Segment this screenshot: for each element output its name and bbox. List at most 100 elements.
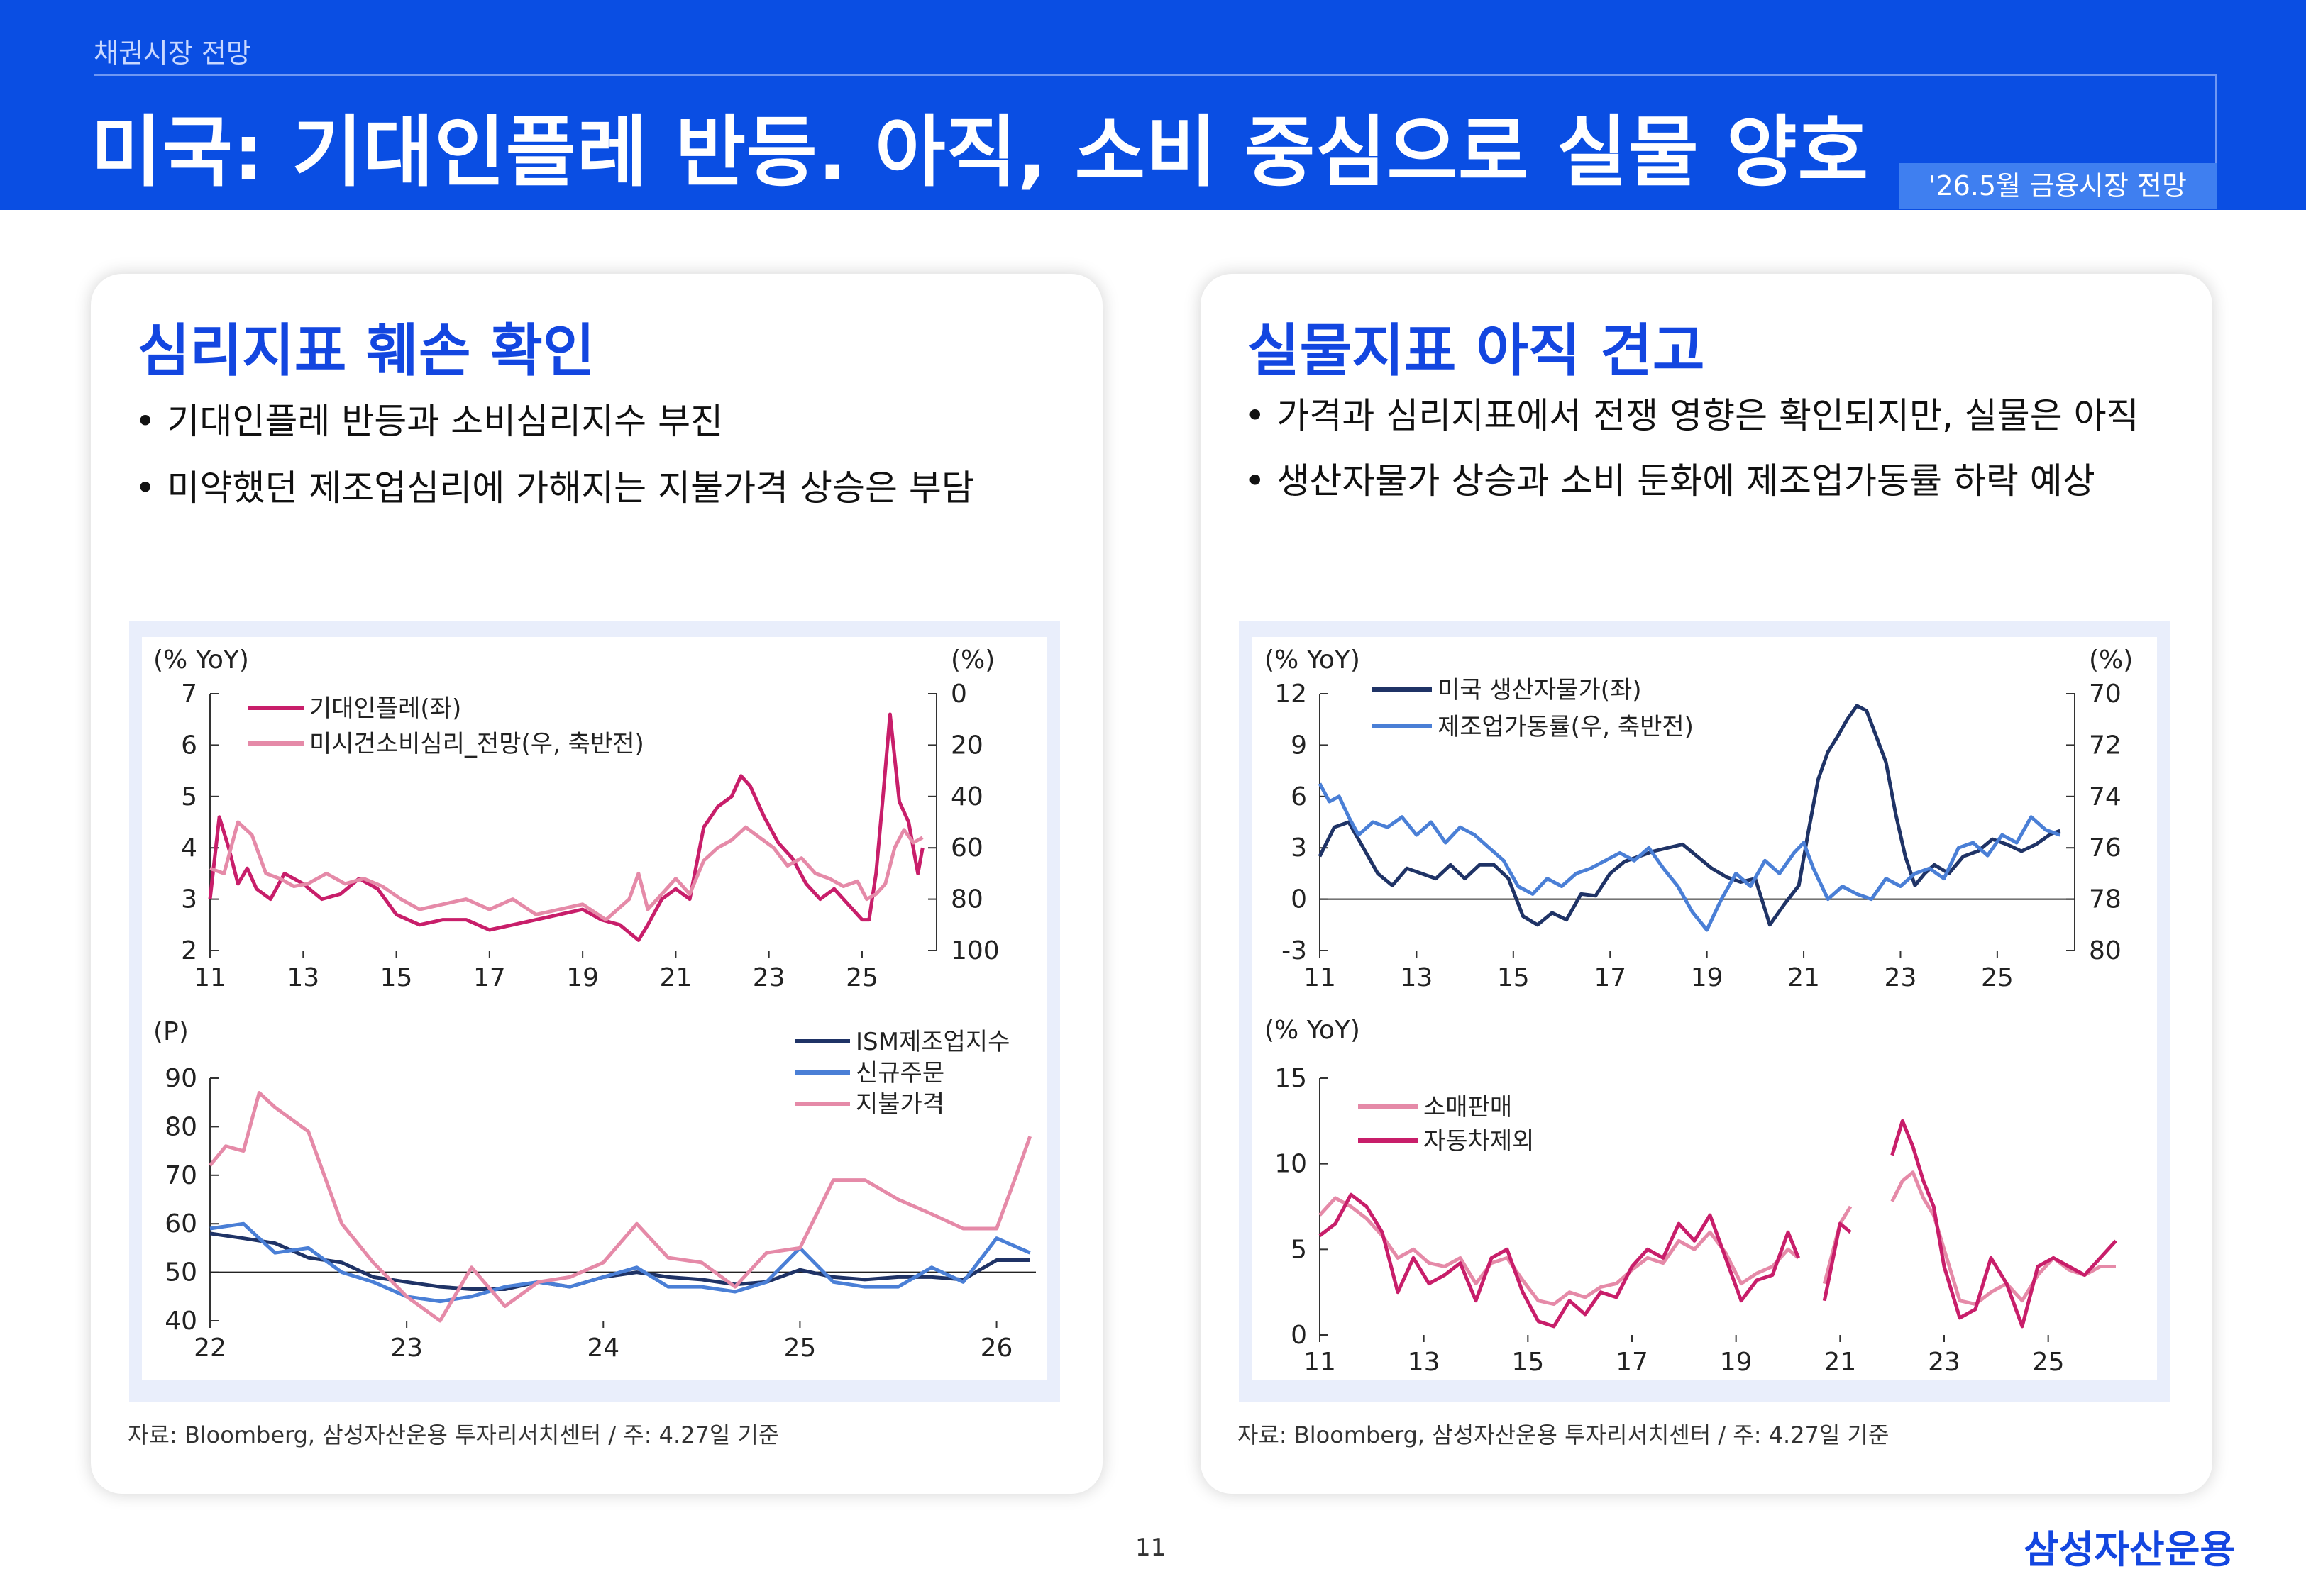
y-tick-label-right: 74: [2089, 782, 2122, 811]
x-tick-label: 22: [194, 1334, 226, 1363]
x-tick-label: 24: [587, 1334, 619, 1363]
series-line-1: [209, 1231, 1030, 1291]
y-axis-title-left: (P): [153, 1017, 189, 1046]
x-tick-label: 15: [1497, 963, 1530, 992]
y-tick-label-left: 3: [181, 885, 197, 914]
y-axis-title-right: (%): [951, 645, 995, 675]
legend-label-1: ISM제조업지수: [856, 1028, 1010, 1056]
y-tick-label-left: 40: [165, 1307, 197, 1336]
y-tick-label-left: 4: [181, 833, 197, 863]
right-panel: 실물지표 아직 견고 • 가격과 심리지표에서 전쟁 영향은 확인되지만, 실물…: [1201, 274, 2212, 1494]
x-tick-label: 21: [660, 963, 693, 992]
y-tick-label-right: 70: [2089, 680, 2122, 709]
left-panel: 심리지표 훼손 확인 • 기대인플레 반등과 소비심리지수 부진 • 미약했던 …: [91, 274, 1103, 1494]
y-tick-label-right: 20: [951, 731, 983, 760]
y-tick-label-right: 0: [951, 680, 967, 709]
right-chart-frame: 12 9 6 3 0 -3 70 72 74 76 78 80 11 13 15 17 19 21 23 25 (% Y…: [1239, 621, 2170, 1402]
y-tick-label-left: 90: [165, 1064, 197, 1093]
right-charts-svg: 12 9 6 3 0 -3 70 72 74 76 78 80 11 13 15 17 19 21 23 25 (% Y…: [1264, 645, 2133, 1377]
left-chart-frame: 7 6 5 4 3 2 0 20 40 60 80 100 11 13 15 17 19 21 23 25 (% YoY…: [129, 621, 1060, 1402]
page-number: 11: [1135, 1534, 1166, 1562]
y-tick-label-left: 6: [181, 731, 197, 760]
right-bullet-1: • 가격과 심리지표에서 전쟁 영향은 확인되지만, 실물은 아직: [1245, 395, 2139, 436]
y-tick-label-left: 60: [165, 1209, 197, 1238]
chart-ppi-utilization: 12 9 6 3 0 -3 70 72 74 76 78 80 11 13 15 17 19 21 23 25 (% Y…: [1264, 645, 2133, 992]
y-axis-title-right: (%): [2089, 645, 2133, 675]
y-tick-label-left: 70: [165, 1161, 197, 1190]
y-tick-label-left: 0: [1291, 1321, 1307, 1350]
y-tick-label-right: 72: [2089, 731, 2122, 760]
y-tick-label-left: 12: [1274, 680, 1307, 709]
series-line-3: [209, 1091, 1032, 1323]
y-tick-label-right: 100: [951, 936, 1000, 965]
y-tick-label-right: 80: [2089, 936, 2122, 965]
y-tick-label-left: 50: [165, 1258, 197, 1287]
y-tick-label-right: 78: [2089, 885, 2122, 914]
x-tick-label: 23: [390, 1334, 423, 1363]
y-tick-label-left: 3: [1291, 833, 1307, 863]
x-tick-label: 17: [1616, 1348, 1648, 1377]
header-bar: 채권시장 전망 미국: 기대인플레 반등. 아직, 소비 중심으로 실물 양호 …: [0, 0, 2306, 210]
header-vertical-rule: [2215, 74, 2217, 209]
y-tick-label-right: 40: [951, 782, 983, 811]
y-tick-label-right: 76: [2089, 833, 2122, 863]
legend-label-3: 지불가격: [856, 1090, 944, 1119]
company-logo: 삼성자산운용: [2024, 1527, 2236, 1572]
y-tick-label-left: 5: [181, 782, 197, 811]
legend-label-2: 신규주문: [856, 1059, 944, 1087]
x-tick-label: 17: [1594, 963, 1626, 992]
header-rule: [94, 74, 2217, 76]
x-tick-label: 13: [1401, 963, 1433, 992]
x-tick-label: 25: [846, 963, 878, 992]
y-tick-label-left: 15: [1274, 1064, 1307, 1093]
x-tick-label: 25: [2032, 1348, 2065, 1377]
x-tick-label: 11: [194, 963, 226, 992]
y-tick-label-left: -3: [1281, 936, 1307, 965]
y-tick-label-left: 2: [181, 936, 197, 965]
right-heading: 실물지표 아직 견고: [1247, 318, 1705, 384]
x-tick-label: 19: [1720, 1348, 1753, 1377]
left-source-note: 자료: Bloomberg, 삼성자산운용 투자리서치센터 / 주: 4.27일…: [128, 1422, 780, 1448]
y-axis-title-left: (% YoY): [1264, 1016, 1360, 1045]
x-tick-label: 15: [380, 963, 413, 992]
x-tick-label: 17: [473, 963, 506, 992]
y-tick-label-right: 80: [951, 885, 983, 914]
x-tick-label: 13: [1408, 1348, 1440, 1377]
y-tick-label-left: 80: [165, 1112, 197, 1141]
page-title: 미국: 기대인플레 반등. 아직, 소비 중심으로 실물 양호: [91, 109, 1870, 197]
x-tick-label: 23: [1928, 1348, 1960, 1377]
left-bullet-2: • 미약했던 제조업심리에 가해지는 지불가격 상승은 부담: [135, 467, 974, 509]
report-tag: '26.5월 금융시장 전망: [1899, 163, 2217, 209]
series-line-2: [209, 820, 924, 922]
x-tick-label: 21: [1824, 1348, 1856, 1377]
y-tick-label-left: 6: [1291, 782, 1307, 811]
y-tick-label-right: 60: [951, 833, 983, 863]
x-tick-label: 19: [566, 963, 599, 992]
x-tick-label: 15: [1511, 1348, 1544, 1377]
left-heading: 심리지표 훼손 확인: [138, 318, 595, 384]
y-tick-label-left: 7: [181, 680, 197, 709]
section-label: 채권시장 전망: [94, 38, 251, 69]
legend-label-2: 제조업가동률(우, 축반전): [1438, 713, 1694, 741]
y-tick-label-left: 10: [1274, 1150, 1307, 1179]
y-tick-label-left: 9: [1291, 731, 1307, 760]
right-chart-area: 12 9 6 3 0 -3 70 72 74 76 78 80 11 13 15 17 19 21 23 25 (% Y…: [1252, 637, 2157, 1380]
series-line-2: [1318, 1119, 2117, 1329]
y-tick-label-left: 5: [1291, 1235, 1307, 1264]
left-chart-area: 7 6 5 4 3 2 0 20 40 60 80 100 11 13 15 17 19 21 23 25 (% YoY…: [142, 637, 1047, 1380]
left-bullet-1: • 기대인플레 반등과 소비심리지수 부진: [135, 401, 724, 442]
x-tick-label: 21: [1787, 963, 1820, 992]
x-tick-label: 25: [784, 1334, 817, 1363]
x-tick-label: 26: [981, 1334, 1013, 1363]
x-tick-label: 23: [1885, 963, 1917, 992]
x-tick-label: 11: [1303, 963, 1336, 992]
legend-label-1: 미국 생산자물가(좌): [1438, 676, 1642, 704]
y-axis-title-left: (% YoY): [153, 645, 249, 675]
right-bullet-2: • 생산자물가 상승과 소비 둔화에 제조업가동률 하락 예상: [1245, 460, 2095, 501]
x-tick-label: 23: [753, 963, 785, 992]
x-tick-label: 25: [1981, 963, 2014, 992]
